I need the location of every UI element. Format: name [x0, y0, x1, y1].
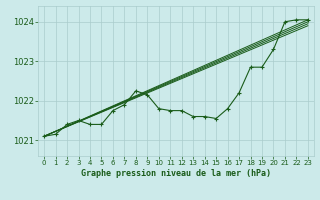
X-axis label: Graphe pression niveau de la mer (hPa): Graphe pression niveau de la mer (hPa): [81, 169, 271, 178]
